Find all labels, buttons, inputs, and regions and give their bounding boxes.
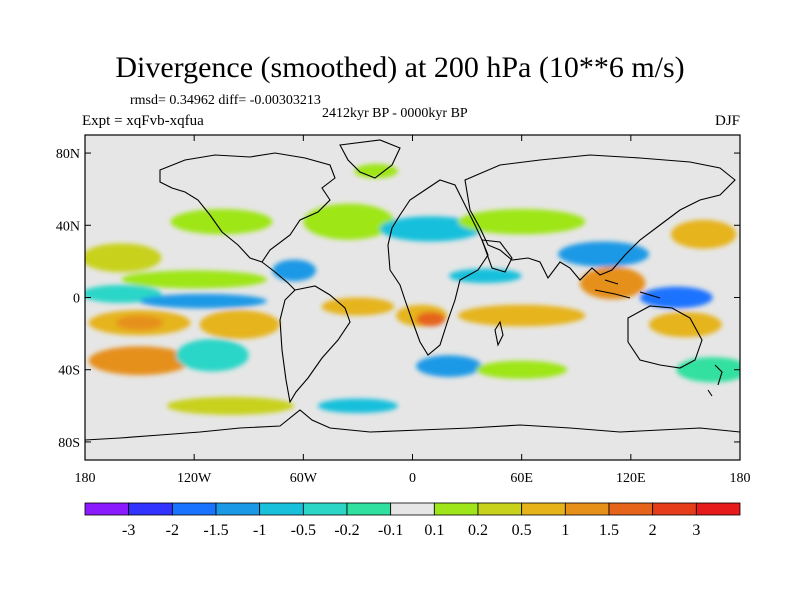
lon-tick-label: 180 [75,471,96,486]
colorbar-box [390,502,435,516]
colorbar-box [215,502,261,516]
colorbar-box [84,502,130,516]
field-patch [88,346,191,376]
colorbar-label: 1.5 [599,522,619,539]
field-patch [199,310,280,340]
stats-line: rmsd= 0.34962 diff= -0.00303213 [130,93,321,108]
field-patch [166,396,295,415]
field-patch [115,315,164,330]
field-patch [676,357,740,383]
colorbar-box [695,502,741,516]
lon-tick-label: 60W [290,471,318,486]
field-patch [303,203,395,240]
coastline-madagascar [494,320,504,347]
lon-tick-label: 0 [409,471,416,486]
field-patch [670,219,737,249]
colorbar-label: 2 [649,522,657,539]
colorbar-box [652,502,697,516]
coastline-central-america [261,261,296,291]
lon-tick-label: 180 [730,471,751,486]
colorbar-box [433,502,479,516]
coastline-asia [464,154,736,281]
coastline-antarctica [85,409,740,441]
time-period-label: 2412kyr BP - 0000kyr BP [322,106,468,121]
field-patch [85,243,162,273]
colorbar-box [128,502,173,516]
field-patch [416,355,482,377]
field-patch [379,216,482,242]
longitude-axis: 180 120W 60W 0 60E 120E 180 [75,135,751,486]
colorbar-box [564,502,610,516]
experiment-label: Expt = xqFvb-xqfua [82,113,204,129]
colorbar-box [521,502,566,516]
field-patch [317,398,398,414]
coastline-australia [627,305,703,369]
field-patch [457,209,586,235]
colorbar-box [608,502,654,516]
colorbar-label: -0.5 [291,522,316,539]
lat-tick-label: 40S [58,364,80,379]
field-patch [476,360,568,379]
season-label: DJF [714,113,740,129]
field-patch [558,241,650,267]
field-patch [416,311,446,327]
field-patch [175,339,249,372]
field-patch [85,284,162,303]
colorbar-label: -2 [166,522,179,539]
field-patch [639,286,713,309]
field-patch [170,209,273,235]
field-patch [272,259,317,282]
lat-tick-label: 40N [56,219,80,234]
colorbar-label: -0.1 [378,522,403,539]
field-patch [139,293,267,309]
colorbar-label: 0.5 [512,522,532,539]
coastline-south-america [279,285,351,404]
coastline-europe-africa [387,179,489,356]
colorbar-box [302,502,348,516]
divergence-field [85,163,740,415]
field-patch [448,268,522,284]
plot-title: Divergence (smoothed) at 200 hPa (10**6 … [115,51,685,84]
lat-tick-label: 80N [56,147,80,162]
field-patch [121,270,267,289]
colorbar-label: -0.2 [334,522,359,539]
coastline-arabia [481,239,513,273]
colorbar-label: 0.2 [468,522,488,539]
colorbar-label: 3 [692,522,700,539]
colorbar-box [259,502,304,516]
colorbar: -3 -2 -1.5 -1 -0.5 -0.2 -0.1 0.1 0.2 0.5 1 1.5 2 3 [84,502,741,539]
latitude-axis: 80N 40N 0 40S 80S [56,147,740,451]
lat-tick-label: 80S [58,436,80,451]
colorbar-box [477,502,523,516]
field-patch [354,163,398,179]
coastline-north-america [159,152,336,263]
colorbar-label: -1 [253,522,266,539]
field-patch [457,304,586,327]
lat-tick-label: 0 [73,292,80,307]
field-patch [321,297,395,316]
colorbar-box [171,502,217,516]
coastline-indonesia [594,279,661,299]
lon-tick-label: 60E [510,471,533,486]
lon-tick-label: 120E [616,471,646,486]
colorbar-box [346,502,392,516]
colorbar-label: -3 [122,522,135,539]
colorbar-label: 0.1 [424,522,444,539]
field-patch [649,311,722,338]
coastline-new-zealand [707,364,723,397]
colorbar-label: -1.5 [203,522,228,539]
field-patch [579,266,646,300]
colorbar-label: 1 [561,522,569,539]
coastlines [85,139,740,441]
coastline-greenland [339,139,401,179]
lon-tick-label: 120W [177,471,212,486]
